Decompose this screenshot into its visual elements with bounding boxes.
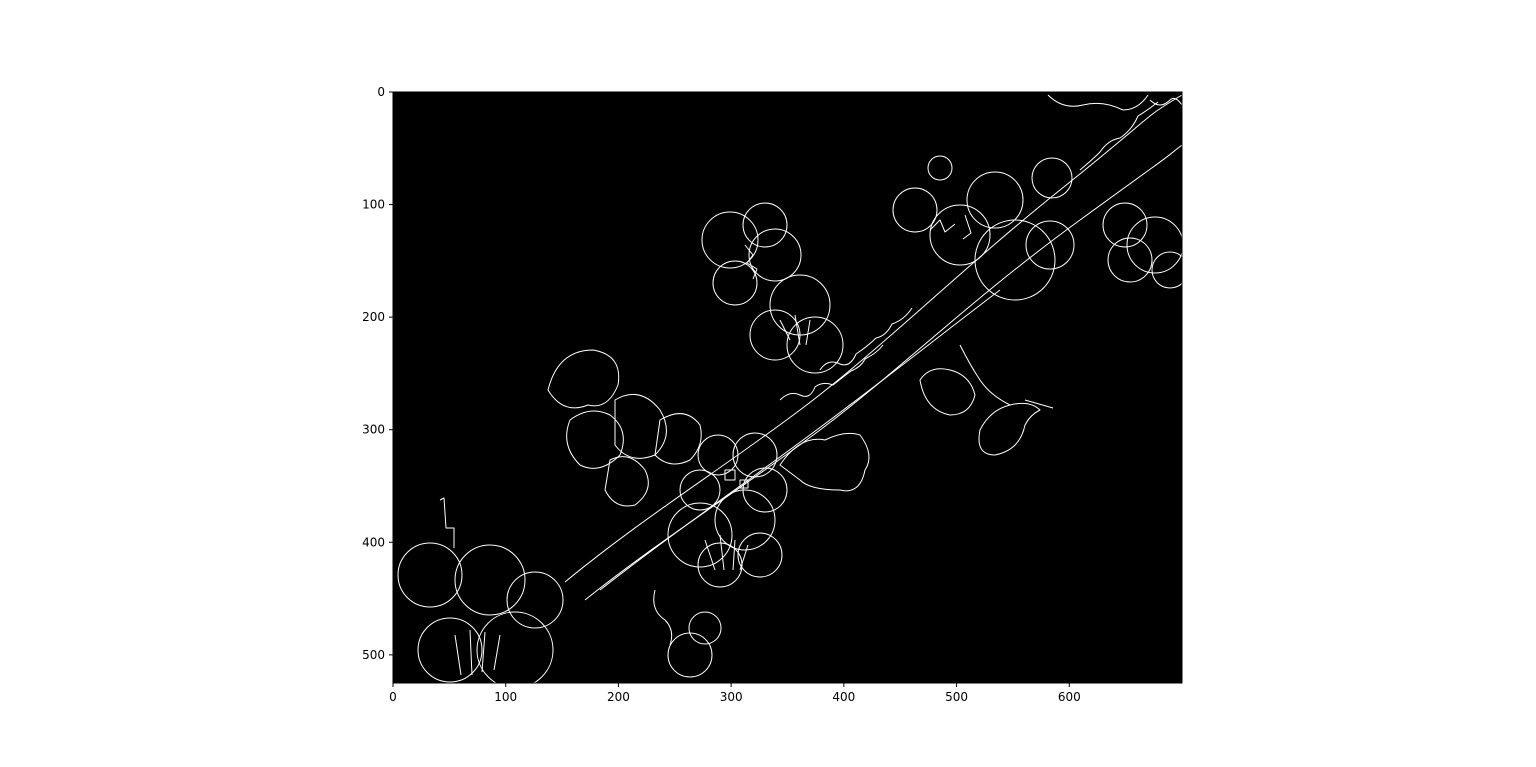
flower-petal bbox=[1107, 237, 1153, 283]
flower-petal bbox=[454, 544, 526, 616]
flower-petal bbox=[701, 211, 759, 269]
x-tick-label: 0 bbox=[389, 690, 397, 704]
branch-texture-1 bbox=[779, 344, 884, 401]
flower-petal bbox=[786, 316, 844, 374]
branch-edge-upper bbox=[564, 94, 1183, 583]
flower-petal bbox=[929, 204, 991, 266]
bud-stem bbox=[959, 344, 1011, 406]
flower-petal bbox=[737, 532, 783, 578]
flower-petal bbox=[667, 502, 733, 568]
image-background bbox=[393, 92, 1182, 683]
flower-petal bbox=[748, 228, 802, 282]
flower-stamen bbox=[779, 314, 811, 346]
x-tick-label: 400 bbox=[832, 690, 855, 704]
flower-petal bbox=[566, 410, 624, 469]
top-edge-fragment bbox=[1149, 97, 1183, 106]
edge-image bbox=[393, 92, 1189, 689]
flower-petal bbox=[654, 413, 702, 465]
bud-tip bbox=[1024, 399, 1054, 409]
flower-petal bbox=[1102, 202, 1148, 248]
flower-petal bbox=[892, 187, 938, 233]
edge-lines bbox=[397, 94, 1189, 689]
y-tick-label: 400 bbox=[362, 535, 385, 549]
flower-petal bbox=[476, 611, 554, 689]
axes-frame bbox=[392, 91, 1183, 684]
flower-petal bbox=[714, 489, 776, 551]
flower-stamen bbox=[744, 244, 758, 280]
flower-petal bbox=[397, 542, 463, 608]
branch-inner-edge bbox=[599, 289, 1001, 591]
flower-stem bbox=[439, 497, 455, 548]
top-edge-fragment bbox=[1047, 94, 1149, 111]
flower-petal bbox=[679, 469, 721, 511]
y-tick-label: 0 bbox=[377, 85, 385, 99]
flower-petal bbox=[604, 456, 649, 507]
flower-petal bbox=[966, 171, 1024, 229]
bud bbox=[688, 611, 722, 645]
x-tick-label: 100 bbox=[494, 690, 517, 704]
flower-petal bbox=[749, 309, 801, 361]
flower-petal bbox=[697, 434, 739, 476]
branch-texture-2 bbox=[819, 307, 913, 371]
bud bbox=[978, 402, 1041, 456]
flower-petal bbox=[547, 349, 620, 409]
x-tick-label: 200 bbox=[607, 690, 630, 704]
bud-stem bbox=[653, 589, 673, 646]
bud-cluster bbox=[919, 368, 976, 416]
x-tick-label: 500 bbox=[945, 690, 968, 704]
flower-stamen bbox=[724, 469, 749, 489]
y-tick-label: 500 bbox=[362, 648, 385, 662]
flower-petal bbox=[1126, 216, 1184, 274]
flower-petal bbox=[742, 202, 788, 248]
bud-cluster bbox=[779, 432, 870, 492]
flower-petal bbox=[732, 432, 778, 478]
branch-texture-3 bbox=[1079, 101, 1159, 171]
flower-petal bbox=[614, 393, 667, 459]
x-tick-label: 600 bbox=[1058, 690, 1081, 704]
y-tick-label: 200 bbox=[362, 310, 385, 324]
x-tick-label: 300 bbox=[720, 690, 743, 704]
flower-petal bbox=[712, 260, 758, 306]
y-axis: 0 100 200 300 400 500 bbox=[362, 85, 393, 662]
flower-petal bbox=[1031, 157, 1073, 199]
flower-petal bbox=[1151, 251, 1189, 289]
flower-petal bbox=[974, 219, 1056, 301]
flower-petal bbox=[927, 155, 953, 181]
flower-stamen bbox=[454, 629, 501, 676]
flower-stamen bbox=[929, 214, 972, 240]
flower-petal bbox=[506, 571, 564, 629]
flower-petal bbox=[1025, 220, 1075, 270]
flower-petal bbox=[417, 617, 483, 683]
x-axis: 0 100 200 300 400 500 600 bbox=[389, 683, 1081, 704]
y-tick-label: 300 bbox=[362, 423, 385, 437]
y-tick-label: 100 bbox=[362, 198, 385, 212]
flower-stamen bbox=[704, 534, 749, 571]
